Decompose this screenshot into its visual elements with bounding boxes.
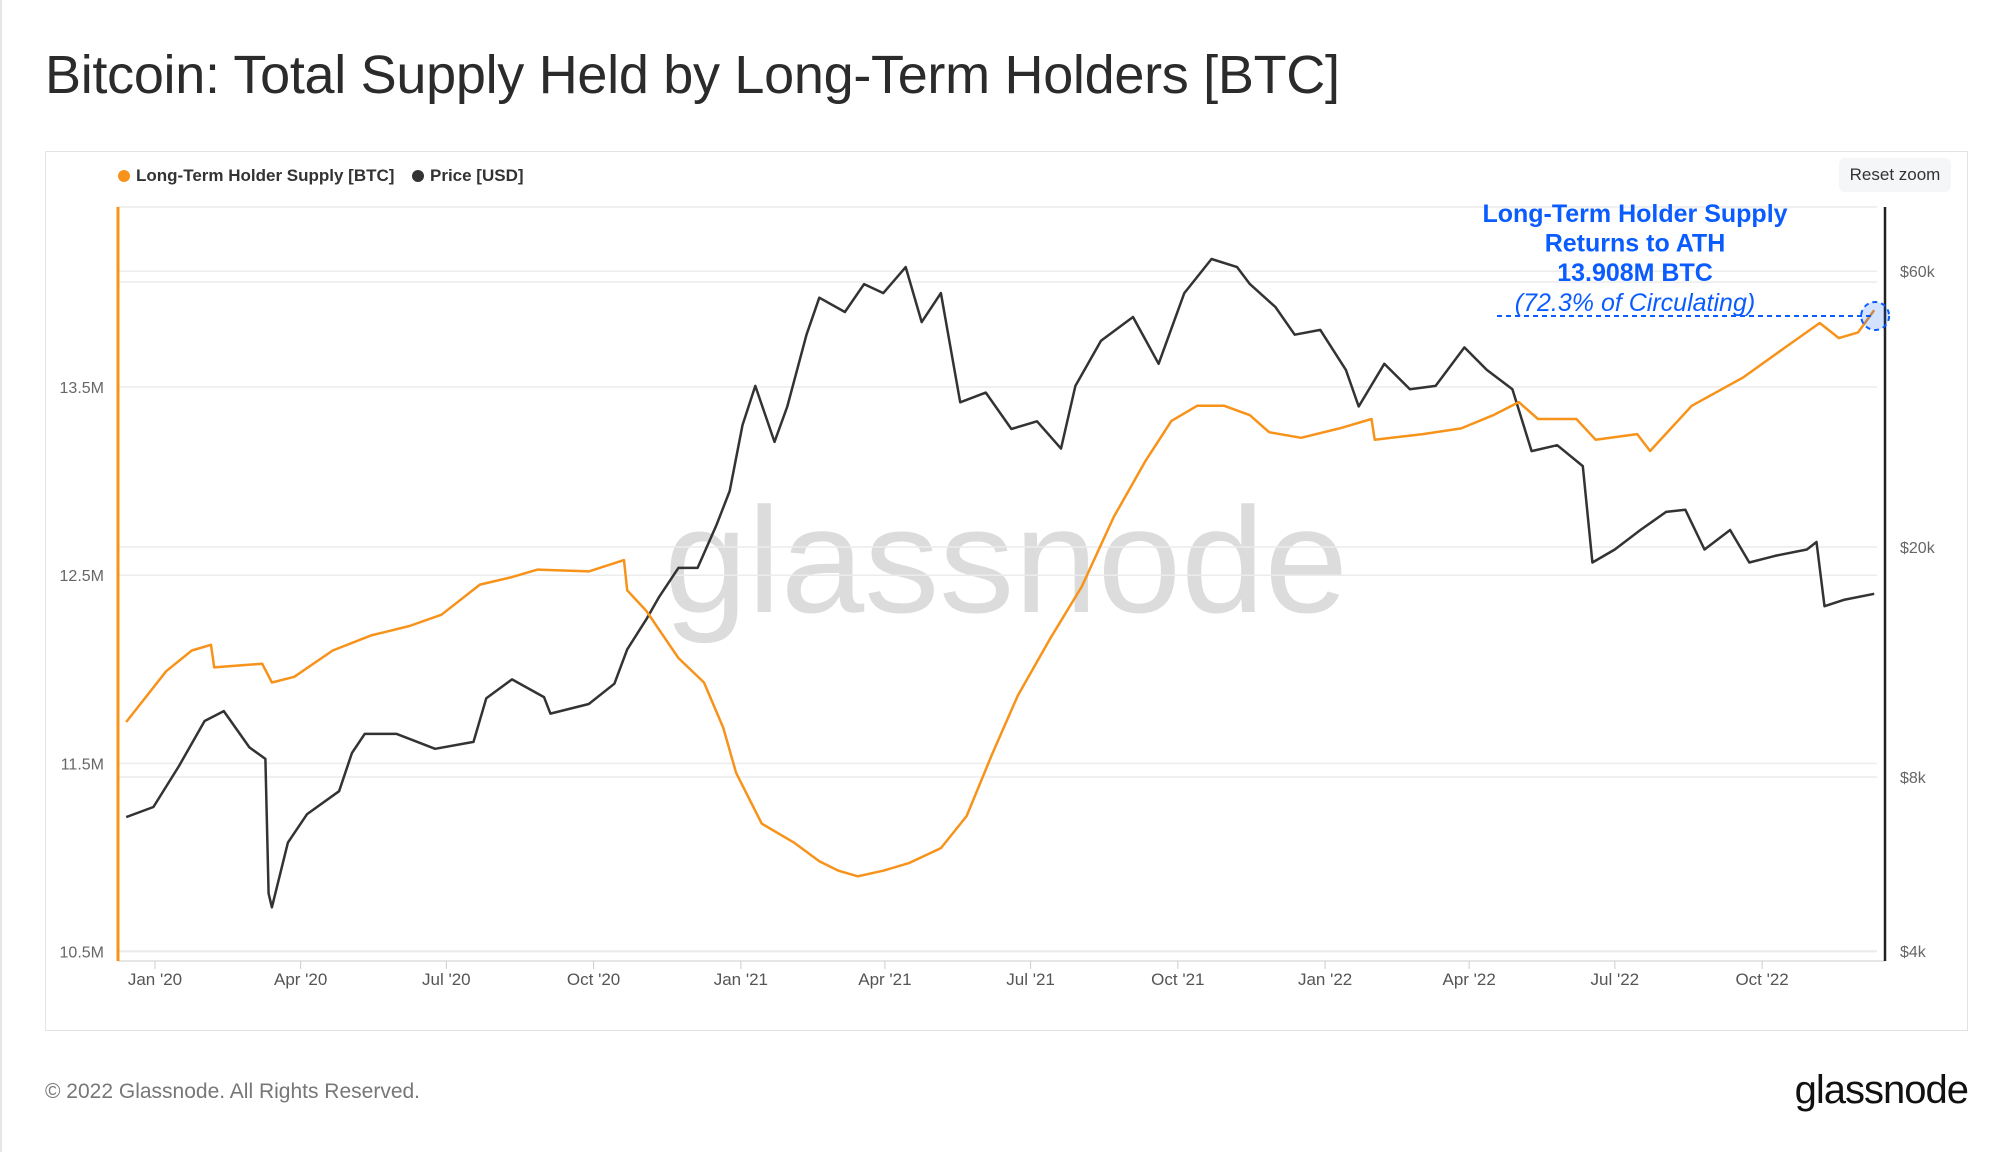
x-tick-label: Apr '22 — [1443, 970, 1496, 989]
x-tick-label: Oct '22 — [1735, 970, 1788, 989]
y-right-tick-label: $4k — [1900, 944, 1927, 961]
legend-dot-icon — [412, 170, 424, 182]
x-tick-label: Jul '21 — [1006, 970, 1055, 989]
x-tick-label: Jan '22 — [1298, 970, 1352, 989]
annotation-subline: (72.3% of Circulating) — [1515, 289, 1755, 317]
ath-marker-circle — [1860, 301, 1891, 331]
y-left-tick-label: 10.5M — [60, 945, 104, 962]
page-title: Bitcoin: Total Supply Held by Long-Term … — [45, 45, 1340, 105]
chart-container — [45, 151, 1968, 1031]
annotation-line: Long-Term Holder Supply — [1482, 200, 1787, 228]
y-left-tick-label: 11.5M — [61, 756, 104, 773]
x-tick-label: Jan '21 — [714, 970, 768, 989]
copyright: © 2022 Glassnode. All Rights Reserved. — [45, 1080, 421, 1103]
legend-item-lth[interactable]: Long-Term Holder Supply [BTC] — [118, 166, 394, 186]
legend-label: Price [USD] — [430, 166, 524, 185]
x-tick-label: Jul '22 — [1591, 970, 1640, 989]
legend-item-price[interactable]: Price [USD] — [412, 166, 524, 186]
x-tick-label: Apr '21 — [858, 970, 911, 989]
annotation-line: Returns to ATH — [1545, 230, 1726, 258]
x-tick-label: Apr '20 — [274, 970, 327, 989]
annotation-line: 13.908M BTC — [1557, 259, 1713, 287]
y-left-tick-label: 13.5M — [60, 380, 104, 397]
legend-label: Long-Term Holder Supply [BTC] — [136, 166, 395, 185]
y-right-tick-label: $20k — [1900, 540, 1936, 557]
x-tick-label: Jul '20 — [422, 970, 471, 989]
watermark: glassnode — [664, 476, 1348, 644]
reset-zoom-button[interactable]: Reset zoom — [1839, 158, 1951, 192]
x-tick-label: Oct '20 — [567, 970, 620, 989]
price-series-line — [125, 257, 1875, 909]
y-right-tick-label: $8k — [1900, 770, 1927, 787]
page-border — [0, 0, 2, 1152]
x-tick-label: Jan '20 — [128, 970, 182, 989]
y-right-tick-label: $60k — [1900, 264, 1936, 281]
y-left-tick-label: 12.5M — [60, 568, 104, 585]
x-tick-label: Oct '21 — [1151, 970, 1204, 989]
legend-dot-icon — [118, 170, 130, 182]
glassnode-logo: glassnode — [1794, 1068, 1969, 1112]
lth-supply-series-line — [125, 309, 1876, 878]
